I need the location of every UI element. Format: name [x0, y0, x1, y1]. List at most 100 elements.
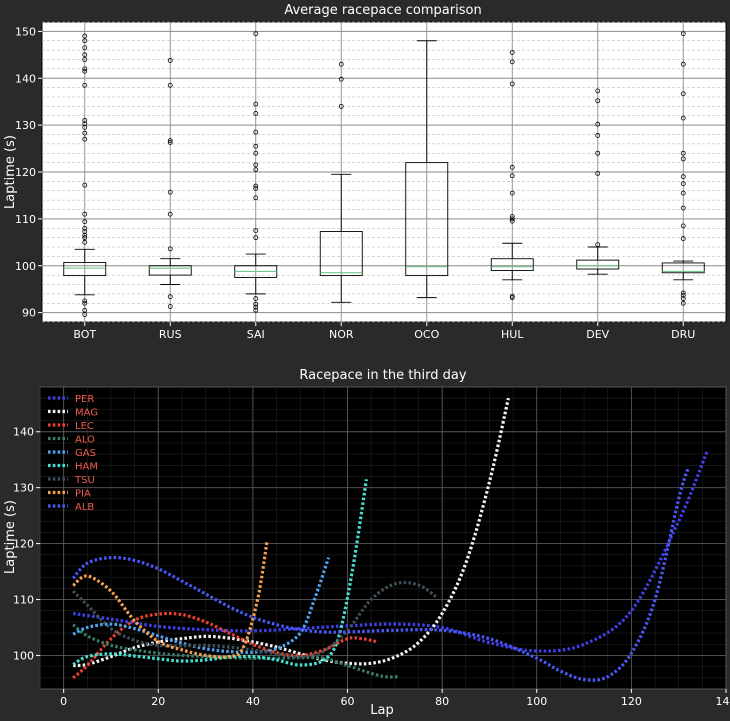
outlier-point	[509, 216, 515, 222]
legend-label-ham: HAM	[75, 462, 98, 473]
y-tick-label: 150	[15, 25, 36, 38]
legend-label-alo: ALO	[75, 435, 95, 446]
outlier-point	[253, 150, 259, 156]
outlier-point	[82, 118, 88, 123]
outlier-point	[253, 143, 259, 149]
line-series	[71, 397, 709, 682]
x-tick-label: 80	[435, 695, 449, 708]
outlier-point	[253, 304, 259, 310]
outlier-point	[253, 183, 259, 189]
outlier-point	[82, 219, 88, 225]
outlier-point	[253, 162, 259, 168]
x-tick-label: HUL	[501, 328, 524, 341]
outlier-point	[253, 296, 259, 301]
x-tick-label: NOR	[329, 328, 354, 341]
outlier-point	[82, 57, 88, 62]
box	[490, 258, 534, 271]
outlier-point	[253, 195, 259, 201]
outlier-point	[595, 133, 601, 138]
box	[319, 231, 363, 277]
box-bot	[63, 33, 107, 317]
x-tick-label: 100	[526, 695, 547, 708]
box	[661, 262, 705, 274]
outlier-point	[82, 232, 88, 238]
outlier-point	[167, 58, 173, 63]
box-oco	[405, 40, 449, 299]
series-line-alo	[72, 623, 400, 679]
box	[148, 265, 192, 276]
outlier-point	[509, 190, 515, 196]
outlier-point	[338, 61, 344, 67]
line-x-ticks: 0 20 40 60 80 100 120 140	[60, 689, 730, 708]
outlier-point	[509, 218, 515, 224]
line-title: Racepace in the third day	[299, 368, 466, 383]
outlier-point	[509, 59, 515, 65]
outlier-point	[167, 189, 173, 195]
outlier-point	[253, 101, 259, 107]
outlier-point	[82, 125, 88, 130]
outlier-point	[595, 98, 601, 104]
legend-label-tsu: TSU	[74, 475, 95, 486]
y-tick-label: 120	[15, 166, 36, 179]
outlier-point	[253, 301, 259, 307]
outlier-point	[509, 214, 515, 219]
line-major-grid	[40, 387, 727, 689]
line-minor-grid	[39, 387, 726, 689]
outlier-point	[680, 205, 686, 211]
outlier-point	[253, 129, 259, 135]
boxplot-chart: Average racepace comparison Laptime (s) …	[3, 3, 727, 341]
outlier-point	[680, 156, 686, 162]
outlier-point	[680, 190, 686, 196]
y-tick-label: 130	[13, 482, 34, 495]
series-line-gas	[72, 557, 331, 654]
outlier-point	[509, 50, 515, 55]
legend-label-alb: ALB	[75, 502, 94, 513]
outlier-point	[595, 171, 601, 176]
outlier-point	[509, 81, 515, 87]
outlier-point	[509, 164, 515, 170]
y-tick-label: 120	[13, 538, 34, 551]
outlier-point	[680, 150, 686, 156]
series-line-ham	[72, 479, 368, 667]
outlier-point	[82, 52, 88, 58]
box-rus	[148, 58, 192, 309]
outlier-point	[82, 136, 88, 142]
outlier-point	[82, 298, 88, 304]
y-tick-label: 90	[22, 307, 36, 320]
line-legend: PER MAG LEC ALO GAS HAM TSU PIA ALB	[48, 394, 98, 513]
line-xlabel: Lap	[370, 703, 393, 718]
outlier-point	[680, 174, 686, 180]
x-tick-label: RUS	[159, 328, 182, 341]
outlier-point	[253, 228, 259, 233]
outlier-point	[82, 45, 88, 51]
boxplot-major-grid	[42, 22, 726, 322]
box	[576, 259, 620, 270]
outlier-point	[167, 82, 173, 88]
x-tick-label: DRU	[671, 328, 695, 341]
boxplot-y-ticks: 90 100 110 120 130 140 150	[15, 25, 42, 320]
series-line-pia	[72, 540, 269, 659]
outlier-point	[680, 290, 686, 296]
outlier-point	[167, 304, 173, 309]
outlier-point	[680, 91, 686, 97]
outlier-point	[680, 181, 686, 187]
outlier-point	[82, 68, 88, 74]
legend-label-per: PER	[75, 394, 94, 405]
outlier-point	[82, 182, 88, 188]
outlier-point	[680, 61, 686, 67]
outlier-point	[167, 246, 173, 252]
x-tick-label: BOT	[73, 328, 96, 341]
legend-label-lec: LEC	[75, 421, 94, 432]
outlier-point	[253, 235, 259, 241]
boxplot-x-ticks: BOT RUS SAI NOR OCO HUL DEV DRU	[73, 322, 695, 341]
series-line-tsu	[71, 580, 439, 659]
y-tick-label: 100	[15, 260, 36, 273]
boxplot-title: Average racepace comparison	[284, 3, 481, 18]
x-tick-label: DEV	[586, 328, 609, 341]
outlier-point	[167, 294, 173, 300]
legend-label-gas: GAS	[75, 448, 96, 459]
outlier-point	[253, 111, 259, 116]
outlier-point	[509, 295, 515, 301]
outlier-point	[82, 300, 88, 306]
y-tick-label: 110	[13, 594, 34, 607]
